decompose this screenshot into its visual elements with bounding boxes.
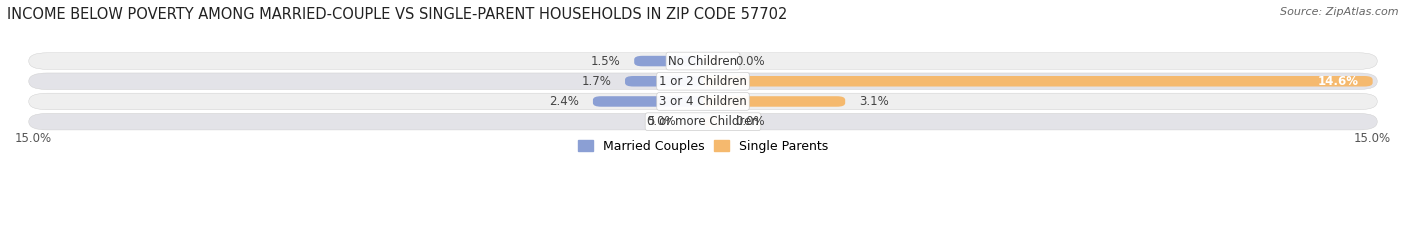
Legend: Married Couples, Single Parents: Married Couples, Single Parents [572, 135, 834, 158]
FancyBboxPatch shape [703, 76, 1372, 86]
FancyBboxPatch shape [28, 73, 1378, 89]
FancyBboxPatch shape [703, 96, 845, 107]
FancyBboxPatch shape [703, 116, 721, 127]
Text: 3.1%: 3.1% [859, 95, 889, 108]
Text: INCOME BELOW POVERTY AMONG MARRIED-COUPLE VS SINGLE-PARENT HOUSEHOLDS IN ZIP COD: INCOME BELOW POVERTY AMONG MARRIED-COUPL… [7, 7, 787, 22]
Text: 3 or 4 Children: 3 or 4 Children [659, 95, 747, 108]
FancyBboxPatch shape [703, 56, 721, 66]
Text: 0.0%: 0.0% [735, 115, 765, 128]
FancyBboxPatch shape [28, 93, 1378, 110]
Text: 2.4%: 2.4% [550, 95, 579, 108]
FancyBboxPatch shape [28, 53, 1378, 69]
Text: Source: ZipAtlas.com: Source: ZipAtlas.com [1281, 7, 1399, 17]
Text: 14.6%: 14.6% [1317, 75, 1358, 88]
Text: 1 or 2 Children: 1 or 2 Children [659, 75, 747, 88]
Text: 0.0%: 0.0% [645, 115, 675, 128]
FancyBboxPatch shape [634, 56, 703, 66]
Text: 0.0%: 0.0% [735, 55, 765, 68]
Text: No Children: No Children [668, 55, 738, 68]
Text: 15.0%: 15.0% [1354, 132, 1391, 145]
FancyBboxPatch shape [626, 76, 703, 86]
FancyBboxPatch shape [593, 96, 703, 107]
Text: 1.5%: 1.5% [591, 55, 620, 68]
FancyBboxPatch shape [685, 116, 703, 127]
Text: 5 or more Children: 5 or more Children [648, 115, 758, 128]
Text: 15.0%: 15.0% [15, 132, 52, 145]
Text: 1.7%: 1.7% [582, 75, 612, 88]
FancyBboxPatch shape [28, 113, 1378, 130]
